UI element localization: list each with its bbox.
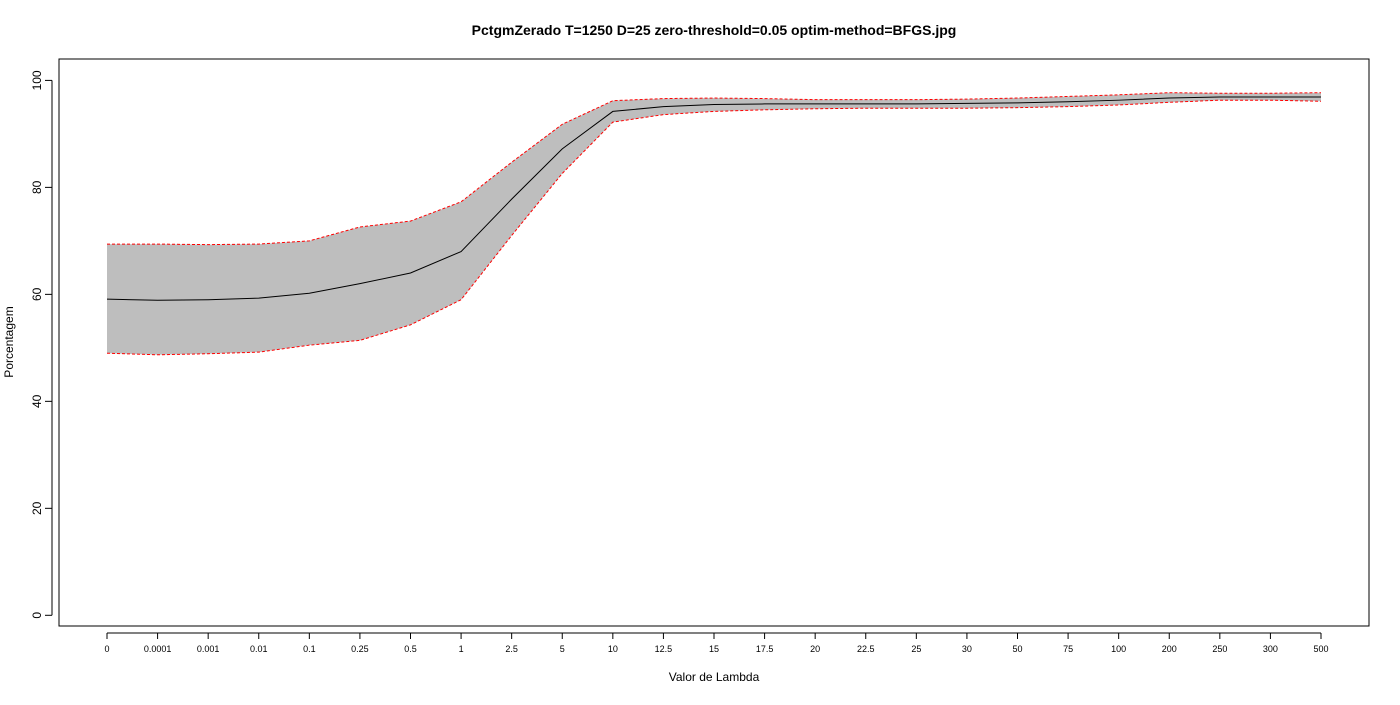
- x-tick-label: 2.5: [505, 644, 518, 654]
- chart-title: PctgmZerado T=1250 D=25 zero-threshold=0…: [472, 22, 957, 38]
- lower-bound-line: [106, 99, 1322, 356]
- x-tick-label: 15: [709, 644, 719, 654]
- plot-frame: [58, 58, 1370, 627]
- x-tick-label: 5: [560, 644, 565, 654]
- y-tick-label: 20: [30, 501, 44, 515]
- y-tick-label: 80: [30, 180, 44, 194]
- x-tick-label: 1: [459, 644, 464, 654]
- y-tick-label: 0: [30, 612, 44, 619]
- x-tick-label: 0.001: [197, 644, 220, 654]
- x-axis-label: Valor de Lambda: [669, 670, 760, 684]
- x-tick-label: 0.0001: [144, 644, 172, 654]
- x-tick-label: 0.1: [303, 644, 316, 654]
- y-tick-label: 100: [30, 70, 44, 90]
- x-tick-label: 75: [1063, 644, 1073, 654]
- mean-line: [106, 96, 1321, 301]
- y-axis: 0 20 40 60 80 100: [30, 70, 53, 619]
- x-tick-label: 250: [1212, 644, 1227, 654]
- confidence-band: [107, 92, 1321, 355]
- x-tick-label: 0.25: [351, 644, 369, 654]
- y-tick-label: 60: [30, 287, 44, 301]
- x-axis: 0 0.0001 0.001 0.01 0.1 0.25 0.5 1 2.5 5 10 12.5 15 1…: [104, 632, 1329, 654]
- plot-area: [106, 92, 1322, 356]
- x-tick-label: 17.5: [756, 644, 774, 654]
- x-tick-label: 22.5: [857, 644, 875, 654]
- y-axis-label: Porcentagem: [2, 306, 16, 377]
- y-tick-label: 40: [30, 394, 44, 408]
- x-tick-label: 12.5: [655, 644, 673, 654]
- x-tick-label: 100: [1111, 644, 1126, 654]
- upper-bound-line: [107, 92, 1322, 246]
- x-tick-label: 0.01: [250, 644, 268, 654]
- x-tick-label: 0: [104, 644, 109, 654]
- x-tick-label: 25: [911, 644, 921, 654]
- x-tick-label: 300: [1263, 644, 1278, 654]
- x-tick-label: 10: [608, 644, 618, 654]
- x-tick-label: 500: [1313, 644, 1328, 654]
- x-tick-label: 0.5: [404, 644, 417, 654]
- x-tick-label: 20: [810, 644, 820, 654]
- x-tick-label: 30: [962, 644, 972, 654]
- x-tick-label: 200: [1162, 644, 1177, 654]
- x-tick-label: 50: [1012, 644, 1022, 654]
